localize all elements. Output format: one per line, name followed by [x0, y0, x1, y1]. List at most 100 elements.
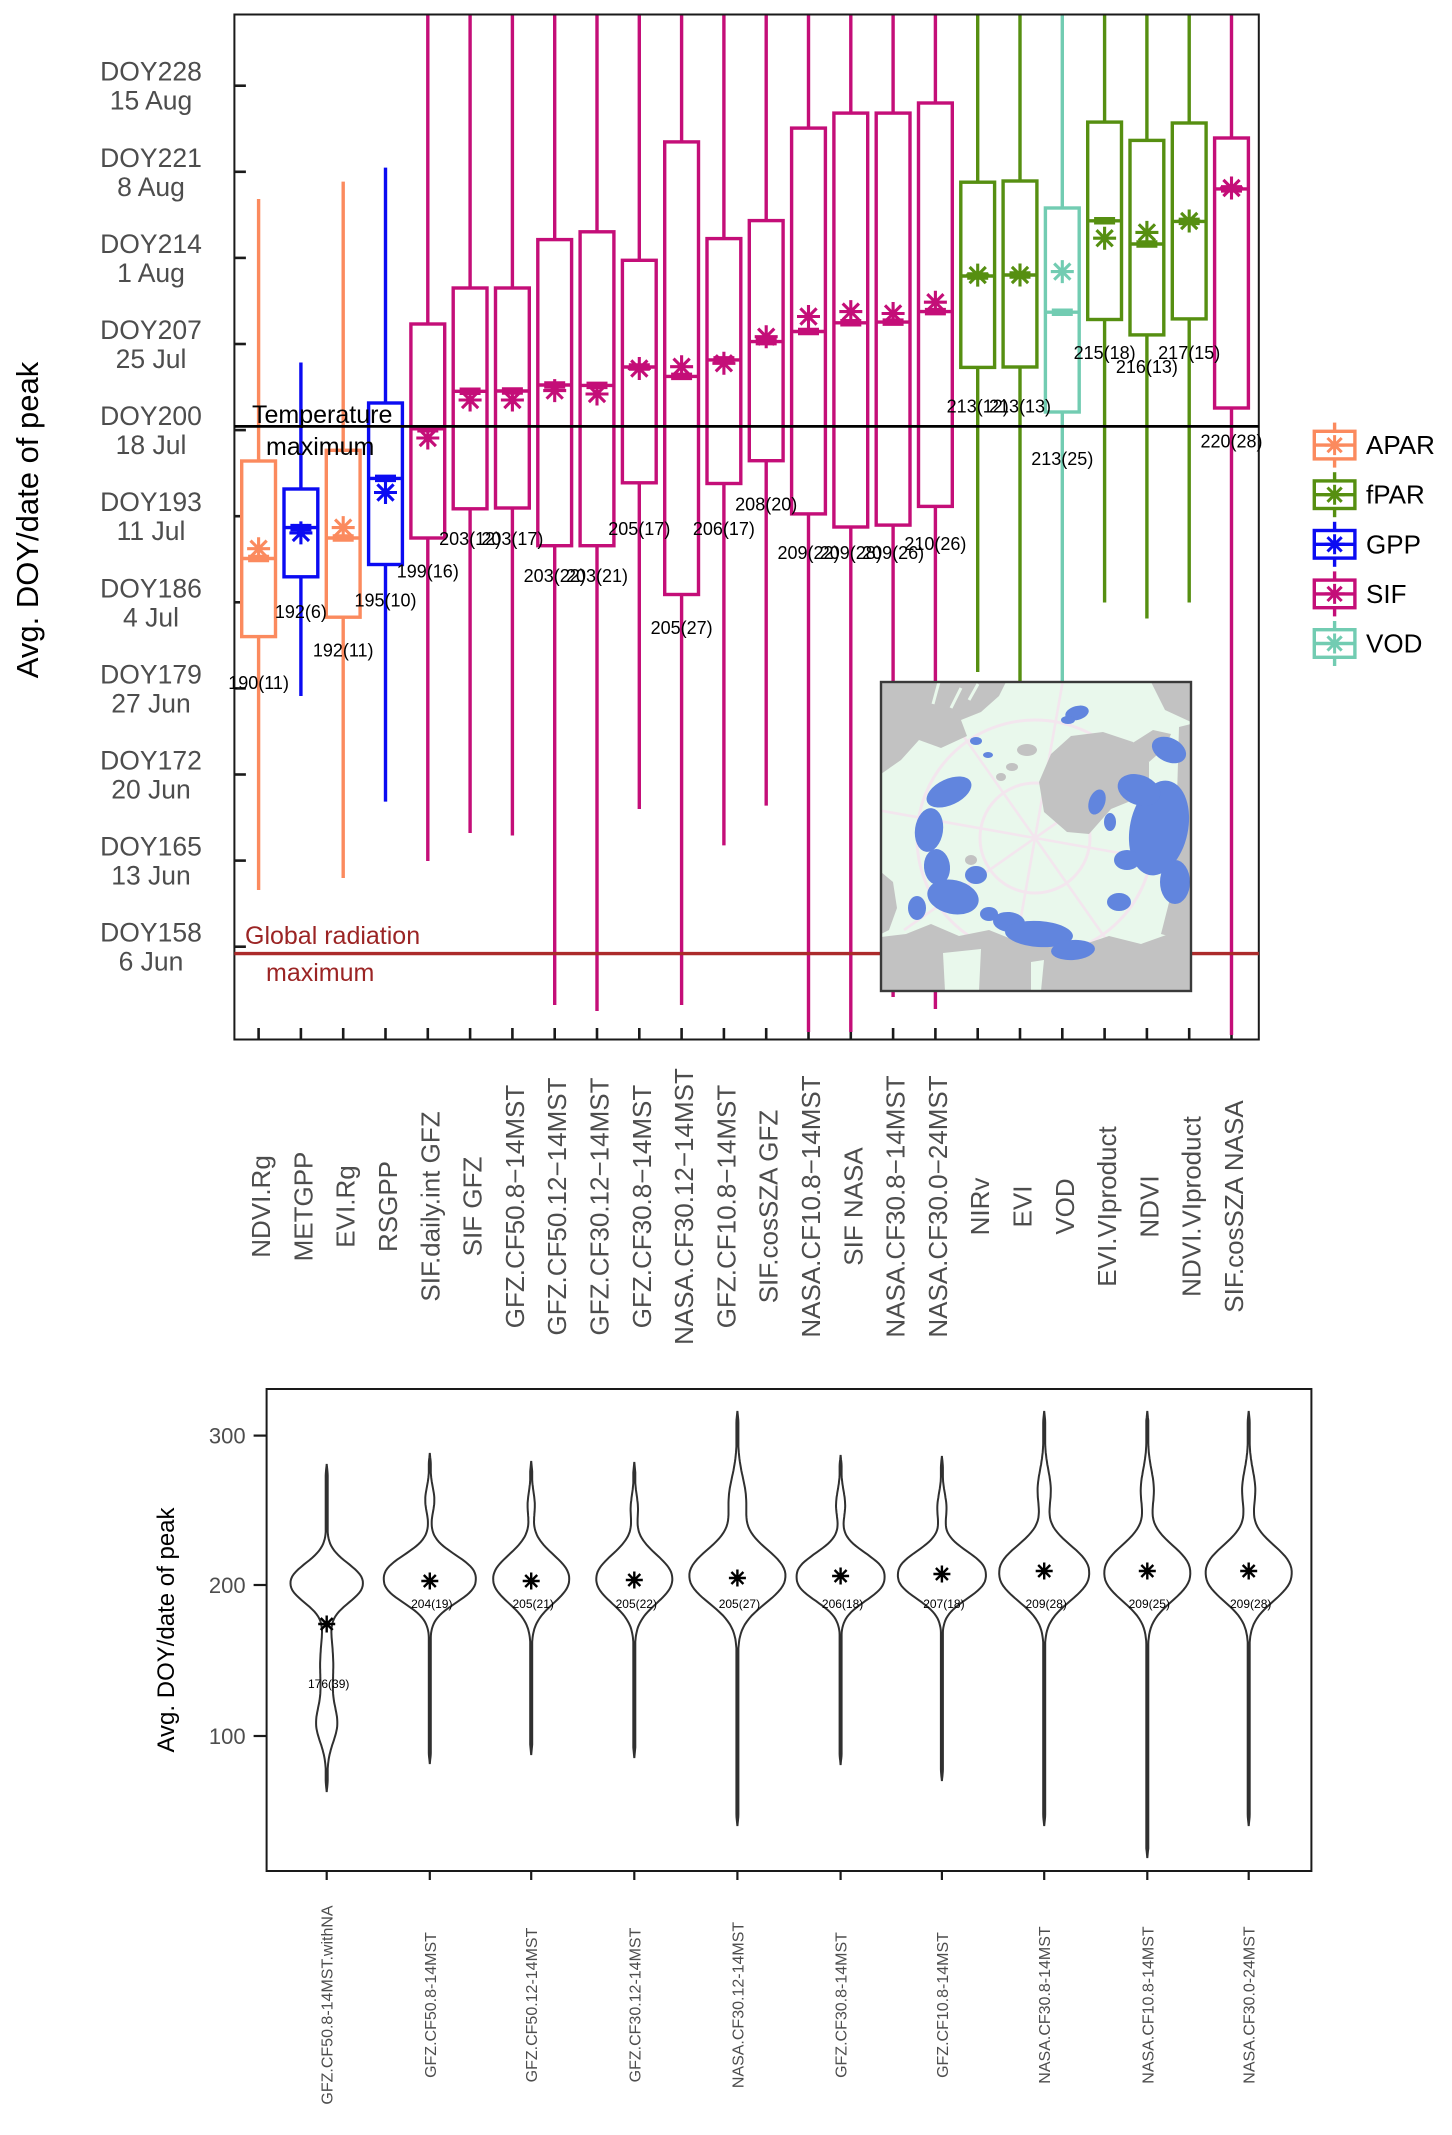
svg-text:217(15): 217(15) — [1158, 343, 1220, 363]
svg-text:NASA.CF10.8-14MST: NASA.CF10.8-14MST — [1140, 1926, 1157, 2084]
svg-text:199(16): 199(16) — [397, 562, 459, 582]
svg-text:fPAR: fPAR — [1366, 480, 1425, 510]
svg-text:213(25): 213(25) — [1031, 449, 1093, 469]
svg-text:NASA.CF10.8−14MST: NASA.CF10.8−14MST — [796, 1075, 826, 1337]
svg-text:205(27): 205(27) — [651, 618, 713, 638]
svg-text:GFZ.CF10.8−14MST: GFZ.CF10.8−14MST — [711, 1085, 741, 1329]
svg-text:4 Jul: 4 Jul — [123, 602, 179, 632]
svg-text:SIF.cosSZA GFZ: SIF.cosSZA GFZ — [754, 1110, 784, 1304]
svg-text:SIF GFZ: SIF GFZ — [458, 1157, 488, 1257]
svg-text:GPP: GPP — [1366, 529, 1421, 559]
svg-text:100: 100 — [209, 1724, 246, 1749]
svg-text:GFZ.CF50.12-14MST: GFZ.CF50.12-14MST — [524, 1927, 541, 2082]
svg-text:EVI.VIproduct: EVI.VIproduct — [1092, 1126, 1122, 1287]
svg-text:METGPP: METGPP — [288, 1152, 318, 1262]
svg-text:SIF NASA: SIF NASA — [838, 1147, 868, 1266]
svg-text:Avg. DOY/date of peak: Avg. DOY/date of peak — [10, 361, 45, 678]
svg-text:NASA.CF30.8−14MST: NASA.CF30.8−14MST — [881, 1075, 911, 1337]
svg-text:205(27): 205(27) — [719, 1597, 760, 1611]
svg-text:209(28): 209(28) — [820, 543, 882, 563]
svg-text:13 Jun: 13 Jun — [111, 861, 191, 891]
svg-text:215(18): 215(18) — [1074, 343, 1136, 363]
svg-text:209(25): 209(25) — [1129, 1597, 1170, 1611]
svg-text:27 Jun: 27 Jun — [111, 688, 191, 718]
svg-text:203(17): 203(17) — [481, 529, 543, 549]
svg-text:DOY228: DOY228 — [100, 57, 202, 87]
svg-text:15 Aug: 15 Aug — [110, 86, 193, 116]
svg-text:GFZ.CF50.12−14MST: GFZ.CF50.12−14MST — [542, 1077, 572, 1335]
svg-text:GFZ.CF50.8−14MST: GFZ.CF50.8−14MST — [500, 1085, 530, 1329]
svg-text:1 Aug: 1 Aug — [117, 258, 185, 288]
svg-text:VOD: VOD — [1050, 1178, 1080, 1234]
svg-text:DOY207: DOY207 — [100, 315, 202, 345]
svg-text:207(18): 207(18) — [923, 1597, 964, 1611]
svg-text:11 Jul: 11 Jul — [117, 516, 186, 546]
svg-text:Avg. DOY/date of peak: Avg. DOY/date of peak — [153, 1506, 180, 1752]
svg-text:213(13): 213(13) — [989, 397, 1051, 417]
svg-text:Global radiation: Global radiation — [245, 922, 420, 950]
svg-text:DOY158: DOY158 — [100, 918, 202, 948]
svg-text:DOY165: DOY165 — [100, 832, 202, 862]
svg-text:190(11): 190(11) — [228, 673, 289, 693]
svg-text:25 Jul: 25 Jul — [116, 344, 187, 374]
svg-text:maximum: maximum — [266, 959, 374, 987]
svg-text:195(10): 195(10) — [354, 590, 416, 610]
svg-text:220(28): 220(28) — [1200, 431, 1262, 451]
svg-text:204(19): 204(19) — [411, 1597, 452, 1611]
svg-text:DOY179: DOY179 — [100, 659, 202, 689]
svg-text:maximum: maximum — [266, 433, 374, 461]
svg-text:Temperature: Temperature — [252, 401, 392, 429]
svg-text:216(13): 216(13) — [1116, 357, 1178, 377]
svg-text:205(21): 205(21) — [513, 1597, 554, 1611]
svg-text:VOD: VOD — [1366, 629, 1422, 659]
svg-text:203(12): 203(12) — [439, 529, 501, 549]
svg-text:DOY200: DOY200 — [100, 401, 202, 431]
svg-text:210(26): 210(26) — [904, 534, 966, 554]
svg-text:192(6): 192(6) — [275, 602, 327, 622]
svg-text:SIF: SIF — [1366, 579, 1406, 609]
svg-text:206(18): 206(18) — [822, 1597, 863, 1611]
svg-text:NDVI: NDVI — [1134, 1175, 1164, 1237]
svg-text:8 Aug: 8 Aug — [117, 172, 185, 202]
svg-text:SIF.cosSZA NASA: SIF.cosSZA NASA — [1219, 1100, 1249, 1313]
svg-text:EVI.Rg: EVI.Rg — [331, 1165, 361, 1247]
svg-text:203(21): 203(21) — [566, 566, 628, 586]
svg-text:6 Jun: 6 Jun — [119, 947, 184, 977]
svg-text:209(22): 209(22) — [777, 543, 839, 563]
svg-text:176(39): 176(39) — [308, 1677, 349, 1691]
svg-text:205(22): 205(22) — [616, 1597, 657, 1611]
svg-text:GFZ.CF30.12-14MST: GFZ.CF30.12-14MST — [627, 1927, 644, 2082]
svg-text:RSGPP: RSGPP — [373, 1161, 403, 1252]
svg-text:209(26): 209(26) — [862, 543, 924, 563]
svg-text:DOY214: DOY214 — [100, 229, 202, 259]
svg-text:GFZ.CF30.12−14MST: GFZ.CF30.12−14MST — [585, 1077, 615, 1335]
svg-text:200: 200 — [209, 1573, 246, 1598]
svg-text:NIRv: NIRv — [965, 1178, 995, 1236]
svg-text:NASA.CF30.8-14MST: NASA.CF30.8-14MST — [1037, 1926, 1054, 2084]
svg-text:APAR: APAR — [1366, 430, 1435, 460]
svg-text:NASA.CF30.0−24MST: NASA.CF30.0−24MST — [923, 1075, 953, 1337]
svg-text:GFZ.CF50.8-14MST: GFZ.CF50.8-14MST — [423, 1932, 440, 2078]
svg-text:GFZ.CF10.8-14MST: GFZ.CF10.8-14MST — [935, 1932, 952, 2078]
svg-text:209(28): 209(28) — [1026, 1597, 1067, 1611]
svg-text:20 Jun: 20 Jun — [111, 775, 191, 805]
svg-text:GFZ.CF30.8−14MST: GFZ.CF30.8−14MST — [627, 1085, 657, 1329]
svg-text:NDVI.VIproduct: NDVI.VIproduct — [1177, 1115, 1207, 1296]
svg-text:DOY172: DOY172 — [100, 746, 202, 776]
svg-text:300: 300 — [209, 1424, 246, 1449]
svg-text:GFZ.CF50.8-14MST.withNA: GFZ.CF50.8-14MST.withNA — [320, 1905, 337, 2104]
svg-text:18 Jul: 18 Jul — [116, 430, 187, 460]
svg-text:EVI: EVI — [1008, 1186, 1038, 1228]
svg-text:NASA.CF30.12−14MST: NASA.CF30.12−14MST — [669, 1068, 699, 1345]
svg-text:208(20): 208(20) — [735, 495, 797, 515]
svg-text:209(28): 209(28) — [1230, 1597, 1271, 1611]
svg-text:DOY221: DOY221 — [100, 143, 202, 173]
svg-text:192(11): 192(11) — [313, 641, 374, 661]
svg-text:DOY186: DOY186 — [100, 573, 202, 603]
svg-text:SIF.daily.int GFZ: SIF.daily.int GFZ — [415, 1111, 445, 1301]
svg-text:206(17): 206(17) — [693, 519, 755, 539]
svg-text:NASA.CF30.0-24MST: NASA.CF30.0-24MST — [1242, 1926, 1259, 2084]
svg-text:NDVI.Rg: NDVI.Rg — [246, 1155, 276, 1258]
svg-text:205(17): 205(17) — [608, 519, 670, 539]
svg-text:GFZ.CF30.8-14MST: GFZ.CF30.8-14MST — [834, 1932, 851, 2078]
